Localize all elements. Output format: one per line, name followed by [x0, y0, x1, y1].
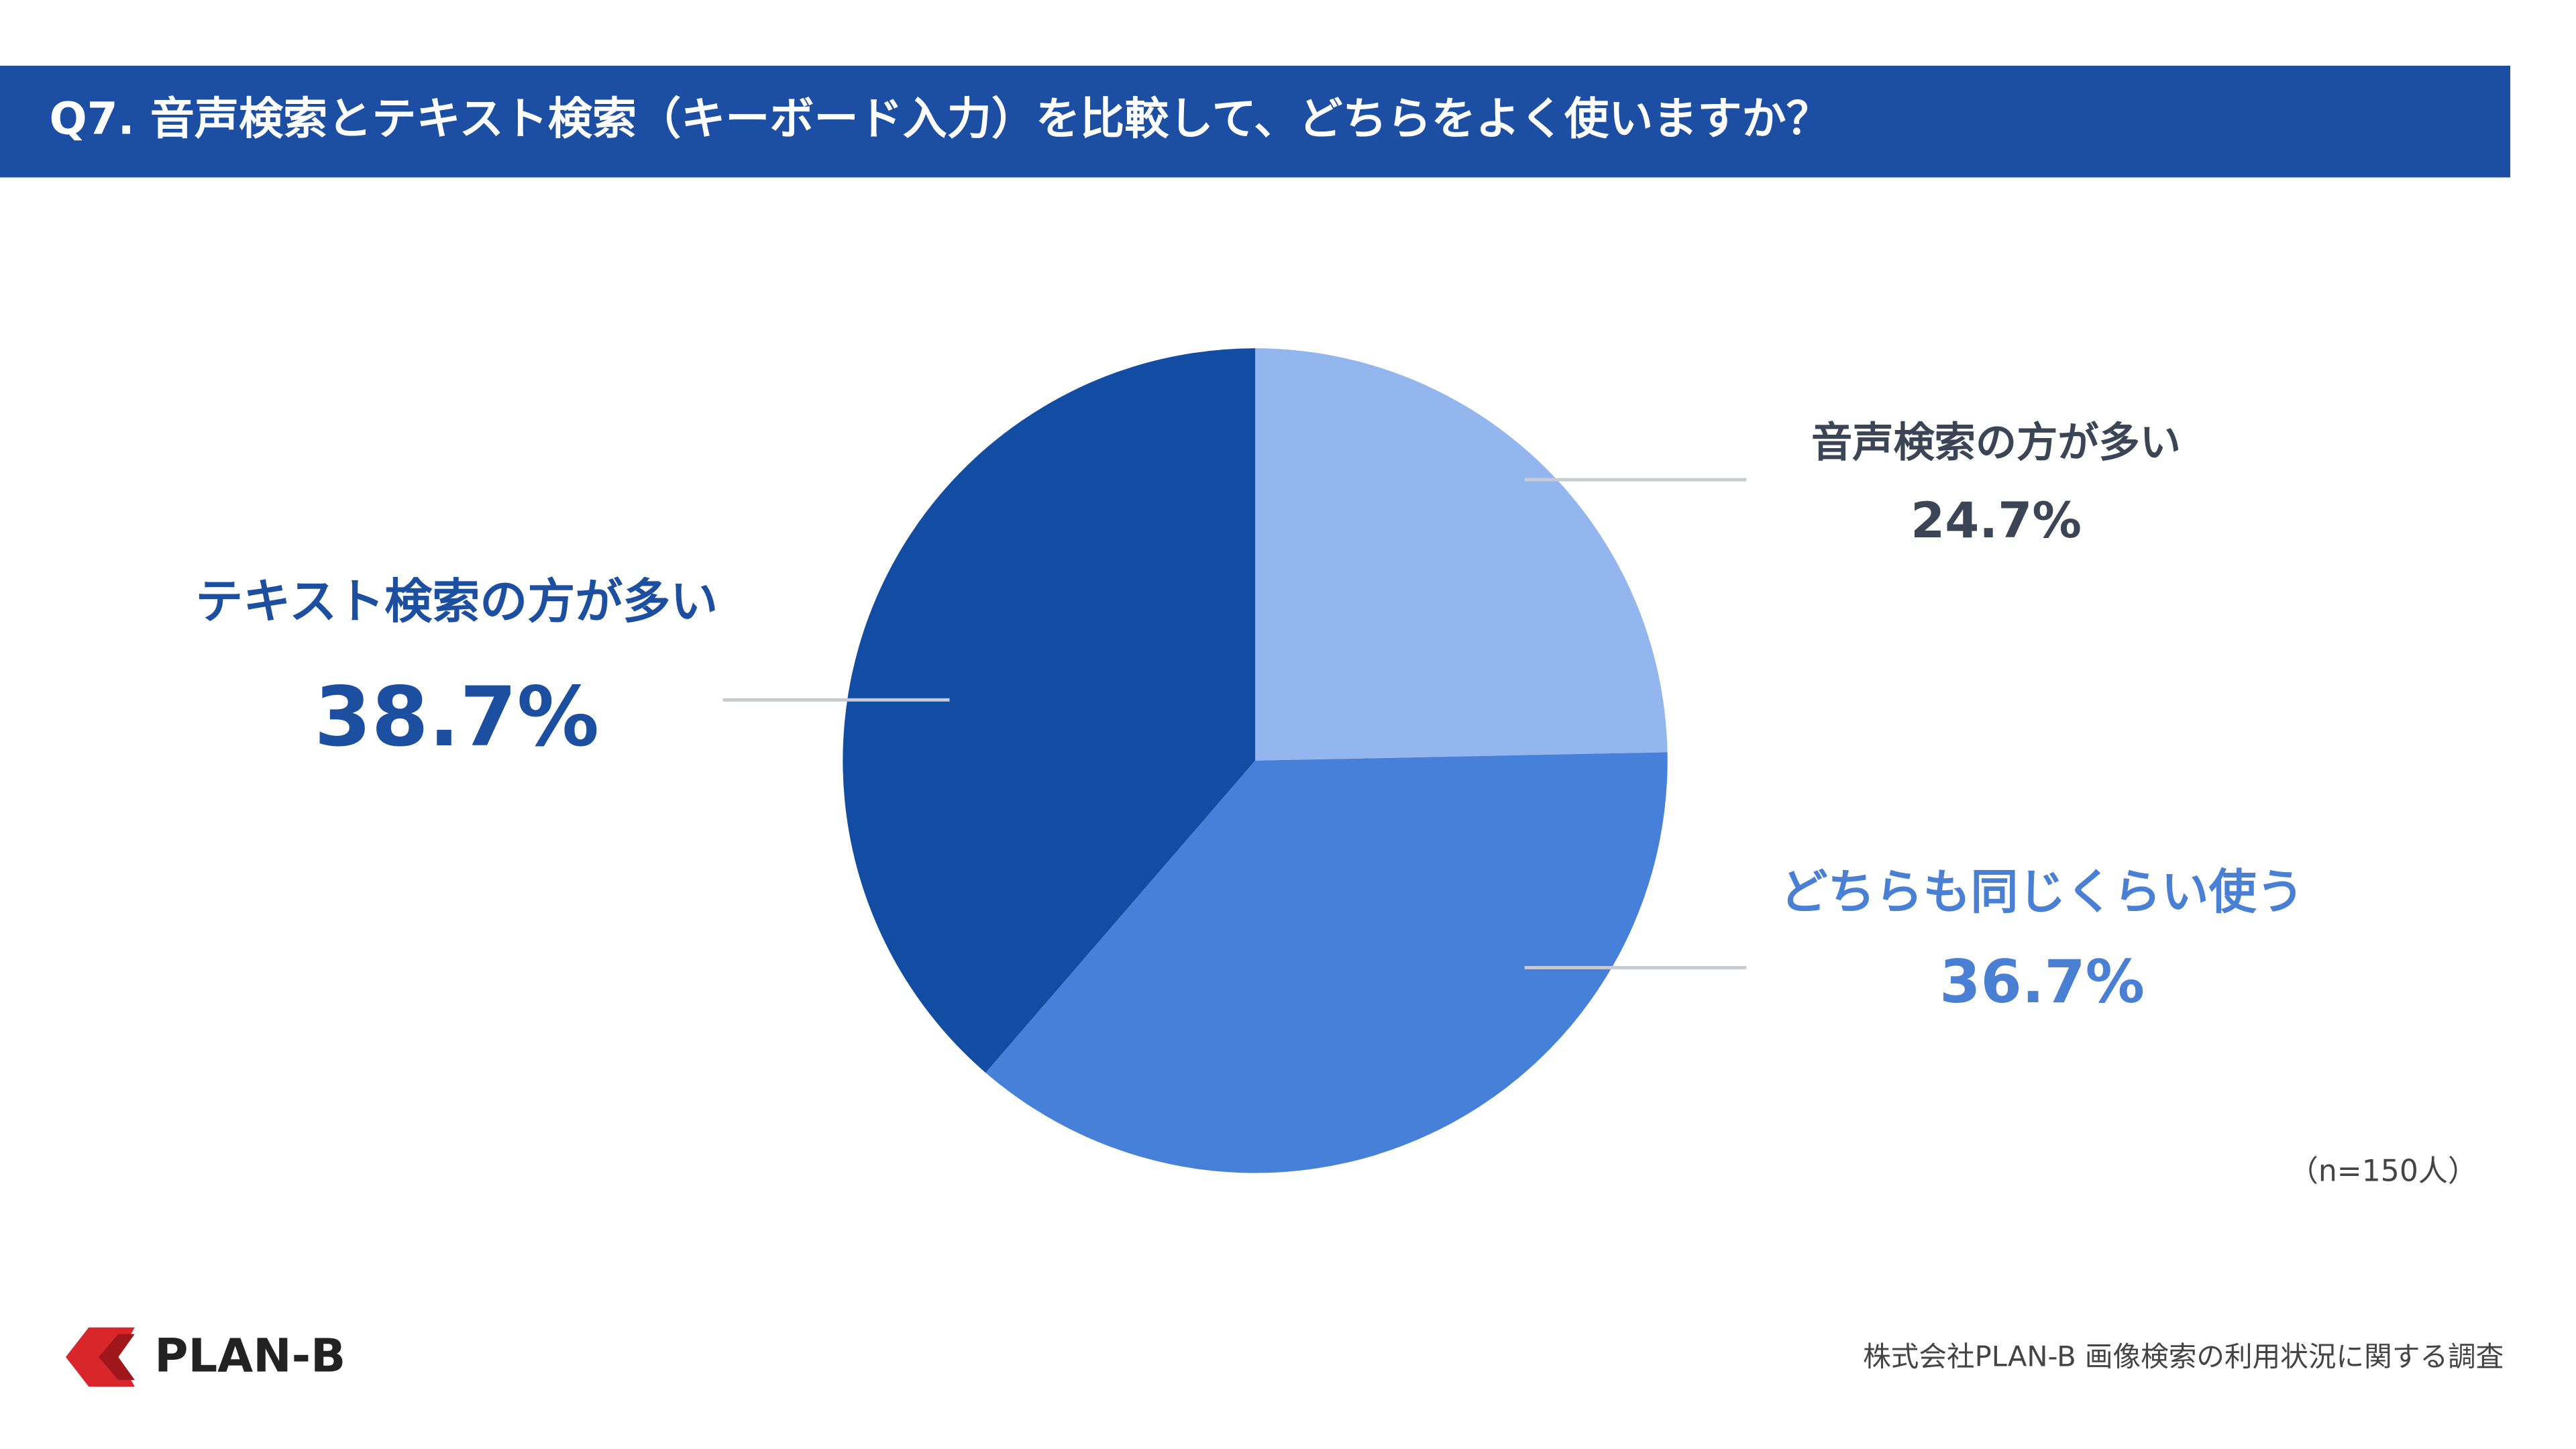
logo-mark-shade [98, 1334, 135, 1381]
source: 株式会社PLAN-B 画像検索の利用状況に関する調査 [1863, 1340, 2504, 1373]
value-label: 24.7% [1911, 492, 2082, 549]
slice-label: 音声検索の方が多い [1811, 419, 2181, 466]
logo-text: PLAN-B [154, 1329, 345, 1383]
value-label: 36.7% [1939, 947, 2145, 1016]
title-bar [0, 65, 2511, 178]
pie-slice [985, 752, 1668, 1173]
sample-note: （n=150人） [2289, 1155, 2477, 1189]
slice-label: テキスト検索の方が多い [195, 574, 718, 629]
value-label: 38.7% [314, 669, 599, 765]
pie-slice [1255, 348, 1668, 761]
chart-title: Q7. 音声検索とテキスト検索（キーボード入力）を比較して、どちらをよく使います… [49, 93, 1830, 144]
slice-label: どちらも同じくらい使う [1780, 864, 2304, 920]
pie-slice [843, 348, 1256, 1073]
